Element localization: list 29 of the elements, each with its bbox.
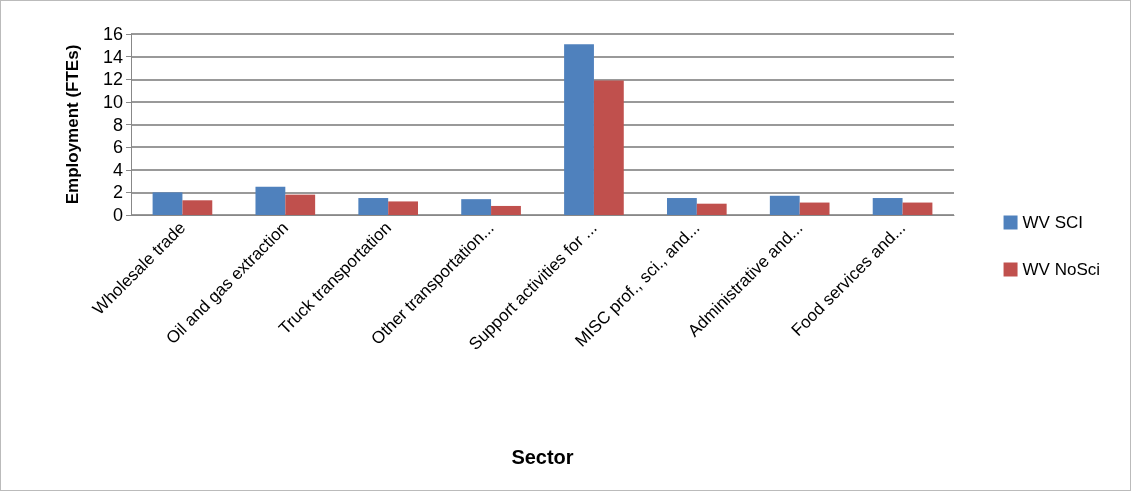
- legend-label: WV SCI: [1022, 213, 1083, 232]
- bar: [152, 192, 183, 215]
- y-tick-label: 16: [102, 24, 123, 44]
- y-tick-label: 10: [102, 91, 123, 112]
- bar: [593, 80, 624, 215]
- bar: [872, 198, 903, 215]
- bar: [285, 194, 316, 215]
- y-tick-label: 6: [112, 137, 123, 158]
- bar: [902, 202, 933, 215]
- bar: [491, 205, 521, 215]
- legend-label: WV NoSci: [1022, 260, 1101, 279]
- y-axis-title: Employment (FTEs): [63, 44, 82, 205]
- bar: [255, 186, 286, 215]
- y-tick-label: 12: [102, 69, 123, 90]
- bar: [388, 201, 419, 215]
- y-tick-label: 14: [102, 46, 123, 67]
- bar: [769, 195, 800, 215]
- bar: [799, 202, 830, 215]
- y-tick-label: 2: [112, 182, 123, 203]
- y-tick-label: 4: [112, 159, 123, 180]
- bar: [182, 200, 213, 215]
- bar: [696, 203, 727, 215]
- bar: [666, 198, 697, 215]
- y-tick-label: 0: [112, 205, 123, 225]
- y-tick-label: 8: [112, 114, 123, 135]
- bar: [461, 199, 492, 215]
- bar: [564, 44, 594, 215]
- x-axis-title: Sector: [511, 446, 574, 468]
- bar: [358, 198, 389, 215]
